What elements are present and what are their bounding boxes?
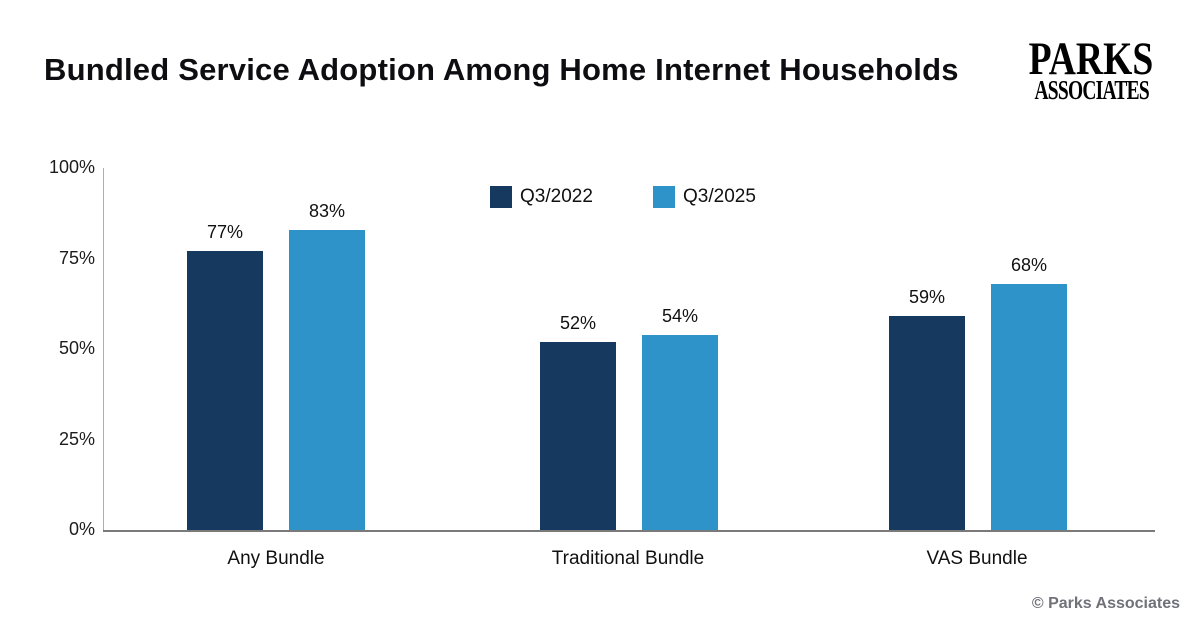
category-label-any-bundle: Any Bundle — [227, 548, 325, 569]
page-title: Bundled Service Adoption Among Home Inte… — [44, 52, 959, 87]
legend-swatch-q3-2025 — [653, 186, 675, 208]
category-label-traditional-bundle: Traditional Bundle — [551, 548, 705, 569]
bar-value-label: 59% — [908, 287, 946, 307]
y-axis-tick-label: 50% — [58, 338, 95, 358]
legend-swatch-q3-2022 — [490, 186, 512, 208]
logo-associates-text: ASSOCIATES — [1034, 75, 1149, 106]
bar-q3-2022-any-bundle — [187, 251, 263, 530]
bar-value-label: 52% — [559, 313, 597, 333]
legend-item-q3-2025: Q3/2025 — [653, 186, 756, 208]
bar-q3-2025-any-bundle — [289, 230, 365, 530]
legend-label: Q3/2025 — [683, 186, 756, 207]
y-axis-tick-label: 75% — [58, 247, 95, 268]
y-axis-line — [103, 168, 104, 530]
bar-value-label: 83% — [308, 201, 346, 221]
bar-value-label: 68% — [1010, 255, 1048, 275]
bar-value-label: 54% — [661, 306, 699, 326]
y-axis-tick-label: 0% — [68, 519, 95, 539]
parks-associates-logo: PARKS ASSOCIATES — [1014, 33, 1160, 106]
y-axis-tick-label: 25% — [58, 428, 95, 449]
bar-q3-2022-traditional-bundle — [540, 342, 616, 530]
logo-parks-text: PARKS — [1028, 33, 1154, 85]
copyright-text: © Parks Associates — [1031, 595, 1180, 612]
bar-q3-2025-vas-bundle — [991, 284, 1067, 530]
category-label-vas-bundle: VAS Bundle — [926, 548, 1028, 569]
bar-q3-2022-vas-bundle — [889, 316, 965, 530]
x-axis-line — [103, 530, 1155, 532]
y-axis-tick-label: 100% — [48, 157, 95, 177]
bar-q3-2025-traditional-bundle — [642, 335, 718, 530]
legend-item-q3-2022: Q3/2022 — [490, 186, 593, 208]
bar-value-label: 77% — [206, 222, 244, 242]
legend-label: Q3/2022 — [520, 186, 593, 207]
